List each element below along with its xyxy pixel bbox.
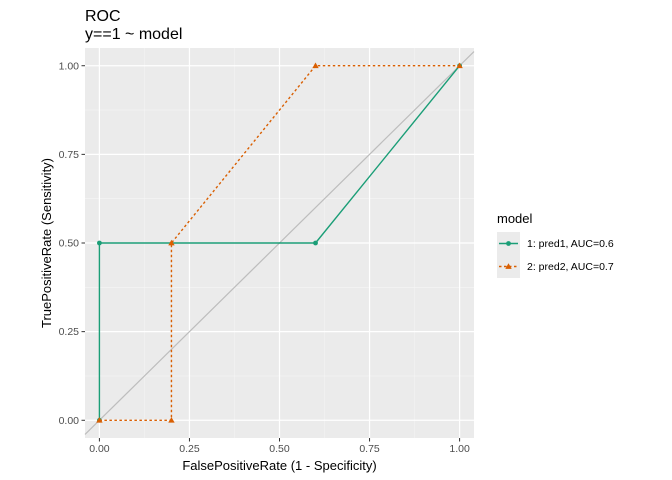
series-line: [99, 65, 460, 421]
series-layer: [96, 62, 463, 423]
data-point: [168, 239, 175, 246]
y-tick-label: 1.00: [59, 60, 80, 72]
data-point: [168, 417, 175, 423]
chart-title: ROC: [85, 8, 121, 25]
y-tick-label: 0.75: [59, 149, 80, 161]
legend-item: 2: pred2, AUC=0.7: [497, 255, 614, 278]
x-tick-label: 0.00: [89, 443, 110, 455]
series-line: [98, 65, 461, 421]
x-tick-label: 0.25: [179, 443, 200, 455]
data-point: [97, 240, 102, 246]
data-point: [313, 240, 318, 246]
axis-ticks: 0.00 0.25 0.50 0.75 1.00 0.00 0.25 0.50 0.75 1.00: [59, 60, 470, 455]
x-tick-label: 1.00: [449, 443, 470, 455]
data-point: [96, 417, 103, 423]
legend-key-marker: [505, 263, 512, 269]
legend: model 1: pred1, AUC=0.6 2: pred2, AUC=0.7: [497, 211, 614, 278]
y-tick-label: 0.25: [59, 326, 80, 338]
y-tick-label: 0.50: [59, 238, 80, 250]
legend-label: 2: pred2, AUC=0.7: [527, 261, 614, 273]
legend-item: 1: pred1, AUC=0.6: [497, 232, 614, 255]
legend-key-marker: [506, 241, 511, 246]
legend-label: 1: pred1, AUC=0.6: [527, 238, 614, 250]
data-point: [456, 62, 463, 69]
data-point: [312, 62, 319, 69]
x-tick-label: 0.50: [269, 443, 290, 455]
x-axis-label: FalsePositiveRate (1 - Specificity): [182, 458, 376, 473]
y-tick-label: 0.00: [59, 415, 80, 427]
legend-title: model: [497, 211, 533, 226]
y-axis-label: TruePositiveRate (Sensitivity): [39, 158, 54, 328]
chart-subtitle: y==1 ~ model: [85, 26, 182, 43]
x-tick-label: 0.75: [359, 443, 380, 455]
series-2: [96, 62, 463, 423]
